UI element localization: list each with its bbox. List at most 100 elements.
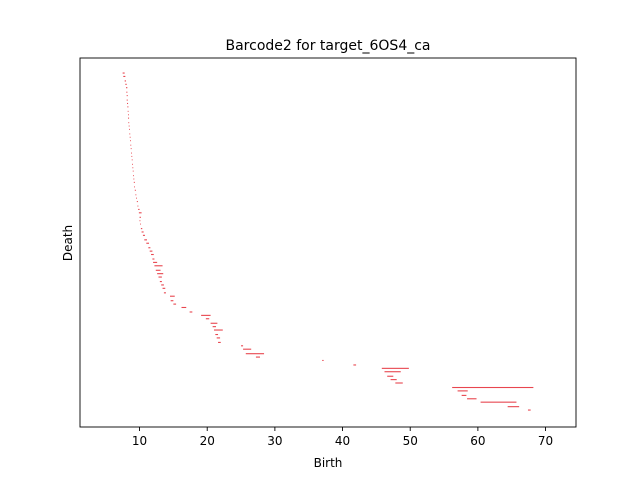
barcode-bar bbox=[189, 311, 193, 313]
barcode-bar bbox=[390, 379, 397, 381]
barcode-bar bbox=[132, 167, 134, 169]
barcode-bar bbox=[527, 409, 531, 411]
barcode-bar bbox=[136, 197, 137, 199]
x-tick-label: 70 bbox=[538, 434, 553, 448]
barcode-bar bbox=[130, 140, 131, 142]
barcode-bar bbox=[130, 148, 132, 150]
barcode-bar bbox=[132, 170, 134, 172]
barcode-bar bbox=[135, 194, 137, 196]
barcode-bar bbox=[461, 394, 467, 396]
barcode-bar bbox=[381, 367, 409, 369]
barcode-bar bbox=[126, 87, 128, 89]
barcode-bar bbox=[133, 181, 135, 183]
barcode-bar bbox=[213, 329, 223, 331]
x-tick-label: 60 bbox=[470, 434, 485, 448]
barcode-bar bbox=[245, 353, 265, 355]
barcode-bar bbox=[467, 398, 477, 400]
barcode-bar bbox=[161, 284, 164, 286]
barcode-bar bbox=[480, 401, 517, 403]
barcode-bar bbox=[201, 314, 211, 316]
barcode-bar bbox=[210, 322, 218, 324]
barcode-bar bbox=[148, 247, 151, 249]
barcode-bar bbox=[353, 364, 357, 366]
barcode-bar bbox=[153, 261, 158, 263]
barcode-bar bbox=[212, 326, 217, 328]
barcode-bar bbox=[128, 122, 130, 124]
barcode-bar bbox=[255, 356, 260, 358]
x-tick-label: 50 bbox=[403, 434, 418, 448]
barcode-bar bbox=[123, 75, 126, 77]
barcode-bar bbox=[155, 269, 161, 271]
barcode-bar bbox=[384, 371, 401, 373]
barcode-bar bbox=[131, 159, 133, 161]
barcode-bar bbox=[142, 234, 145, 236]
barcode-bar bbox=[129, 128, 130, 130]
barcode-bar bbox=[387, 375, 394, 377]
barcode-bar bbox=[132, 163, 133, 165]
barcode-bar bbox=[138, 208, 140, 210]
barcode-bar bbox=[127, 106, 129, 108]
barcode-bar bbox=[241, 345, 244, 347]
barcode-bar bbox=[139, 216, 141, 218]
barcode-bar bbox=[163, 292, 166, 294]
barcode-bar bbox=[124, 80, 127, 82]
barcode-bar bbox=[322, 359, 324, 362]
x-tick-label: 20 bbox=[200, 434, 215, 448]
barcode-bar bbox=[141, 231, 144, 233]
barcode-bar bbox=[457, 390, 468, 392]
barcode-bar bbox=[395, 382, 403, 384]
barcode-bar bbox=[216, 337, 221, 339]
barcode-bar bbox=[137, 205, 139, 207]
barcode-bar bbox=[144, 239, 147, 241]
barcode-bar bbox=[129, 136, 131, 138]
barcode-bar bbox=[130, 144, 132, 146]
barcode-bar bbox=[181, 306, 187, 309]
barcode-bar bbox=[127, 102, 129, 105]
barcode-bar bbox=[126, 99, 128, 101]
barcode-bar bbox=[129, 133, 131, 135]
barcode-bar bbox=[125, 83, 127, 85]
barcode-bar bbox=[128, 125, 130, 127]
barcode-bar bbox=[170, 295, 175, 297]
barcode-bar bbox=[133, 178, 135, 180]
x-axis-label: Birth bbox=[314, 456, 343, 470]
barcode-bar bbox=[154, 265, 163, 267]
x-tick-label: 40 bbox=[335, 434, 350, 448]
x-ticks: 10 20 30 40 50 60 70 bbox=[132, 427, 553, 448]
barcode-bar bbox=[173, 303, 177, 305]
barcode-bar bbox=[134, 189, 136, 191]
barcode-bar bbox=[159, 281, 162, 283]
barcode-bar bbox=[151, 253, 154, 256]
barcode-bar bbox=[136, 200, 138, 203]
bars-layer bbox=[122, 72, 534, 411]
barcode-bar bbox=[205, 318, 210, 320]
chart-title: Barcode2 for target_6OS4_ca bbox=[225, 38, 430, 54]
barcode-bar bbox=[126, 95, 128, 97]
barcode-bar bbox=[218, 341, 221, 343]
barcode-bar bbox=[133, 175, 134, 177]
x-tick-label: 30 bbox=[267, 434, 282, 448]
barcode-bar bbox=[139, 220, 141, 222]
barcode-bar bbox=[157, 273, 164, 275]
barcode-bar bbox=[146, 242, 150, 244]
barcode-bar bbox=[128, 117, 130, 119]
barcode-bar bbox=[138, 212, 142, 214]
barcode-bar bbox=[122, 72, 125, 74]
barcode-bar bbox=[126, 91, 128, 93]
barcode-bar bbox=[134, 186, 135, 188]
x-tick-label: 10 bbox=[132, 434, 147, 448]
barcode-bar bbox=[452, 386, 534, 389]
barcode-bar bbox=[162, 287, 166, 289]
barcode-bar bbox=[215, 333, 219, 336]
barcode-bar bbox=[140, 228, 143, 230]
barcode-bar bbox=[140, 223, 142, 225]
barcode-bar bbox=[507, 406, 520, 408]
barcode-bar bbox=[131, 152, 132, 154]
barcode-bar bbox=[152, 258, 155, 260]
barcode-bar bbox=[128, 114, 129, 116]
y-axis-label: Death bbox=[61, 225, 75, 261]
plot-frame bbox=[79, 57, 577, 428]
barcode-bar bbox=[170, 300, 174, 302]
